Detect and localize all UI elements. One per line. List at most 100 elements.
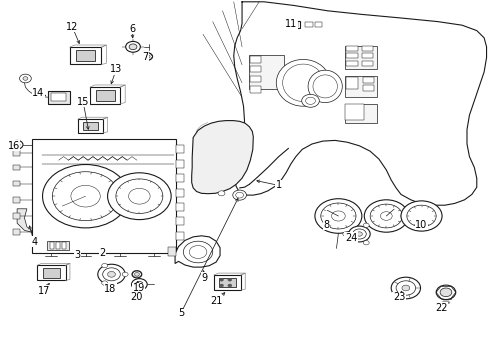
Bar: [345, 46, 376, 69]
Bar: [13, 165, 20, 170]
Circle shape: [132, 271, 142, 278]
Circle shape: [435, 285, 455, 300]
Bar: [175, 174, 184, 182]
Text: 10: 10: [414, 220, 427, 230]
Circle shape: [219, 278, 223, 281]
Circle shape: [363, 240, 368, 245]
Text: 12: 12: [66, 22, 79, 32]
Bar: [345, 104, 363, 121]
Bar: [78, 119, 103, 133]
Circle shape: [102, 281, 107, 285]
Bar: [13, 213, 20, 219]
Text: 9: 9: [201, 273, 207, 283]
Circle shape: [390, 277, 420, 299]
Bar: [76, 50, 95, 61]
Bar: [362, 62, 372, 66]
Ellipse shape: [282, 64, 323, 102]
Bar: [51, 93, 66, 101]
Circle shape: [356, 232, 362, 236]
Bar: [50, 242, 54, 249]
Circle shape: [232, 190, 246, 200]
Text: 19: 19: [132, 283, 145, 293]
Circle shape: [134, 273, 139, 276]
Bar: [61, 242, 65, 249]
Bar: [175, 145, 184, 153]
Bar: [249, 86, 260, 93]
Text: 24: 24: [344, 233, 357, 243]
Text: 23: 23: [392, 292, 405, 302]
Circle shape: [380, 212, 391, 220]
Text: 2: 2: [100, 248, 105, 258]
Text: 20: 20: [130, 292, 143, 302]
Bar: [346, 54, 357, 58]
Circle shape: [11, 140, 23, 149]
Circle shape: [227, 278, 231, 281]
Ellipse shape: [307, 70, 342, 103]
Bar: [305, 22, 312, 27]
Bar: [346, 62, 357, 66]
Circle shape: [98, 264, 125, 284]
Text: 21: 21: [210, 296, 223, 306]
Circle shape: [138, 283, 141, 285]
Circle shape: [189, 246, 206, 258]
Circle shape: [71, 185, 100, 207]
Text: 22: 22: [434, 303, 447, 313]
Text: 14: 14: [32, 87, 44, 98]
Circle shape: [401, 285, 409, 291]
Bar: [249, 55, 283, 89]
Circle shape: [395, 281, 415, 295]
Circle shape: [14, 143, 20, 147]
Text: 5: 5: [178, 308, 183, 318]
Text: 4: 4: [31, 237, 37, 247]
Circle shape: [218, 191, 224, 196]
Bar: [56, 242, 60, 249]
Text: 18: 18: [104, 284, 117, 294]
Polygon shape: [17, 209, 32, 232]
Ellipse shape: [312, 75, 337, 98]
Bar: [69, 47, 102, 64]
Circle shape: [342, 232, 348, 236]
Circle shape: [314, 199, 361, 233]
Circle shape: [102, 268, 120, 281]
Bar: [175, 217, 184, 225]
Circle shape: [331, 211, 345, 221]
Bar: [214, 275, 240, 290]
Circle shape: [107, 173, 171, 220]
Circle shape: [135, 282, 143, 287]
Text: 17: 17: [38, 286, 50, 296]
Bar: [346, 77, 357, 89]
Bar: [175, 189, 184, 197]
Circle shape: [301, 94, 319, 107]
Circle shape: [131, 279, 147, 290]
Bar: [362, 54, 372, 58]
Circle shape: [20, 74, 31, 83]
Circle shape: [23, 77, 28, 80]
Bar: [219, 278, 235, 287]
Circle shape: [348, 226, 369, 242]
Bar: [362, 85, 373, 91]
Bar: [175, 160, 184, 168]
Bar: [249, 56, 260, 63]
Circle shape: [363, 223, 368, 228]
Bar: [345, 76, 376, 97]
Circle shape: [128, 188, 150, 204]
Circle shape: [42, 165, 128, 228]
Circle shape: [145, 55, 150, 58]
Circle shape: [439, 288, 451, 297]
Text: 16: 16: [7, 141, 20, 151]
Bar: [175, 232, 184, 240]
Circle shape: [183, 241, 212, 263]
Bar: [288, 22, 298, 27]
Bar: [362, 46, 372, 51]
Bar: [249, 76, 260, 82]
Circle shape: [364, 200, 407, 232]
Text: 3: 3: [74, 249, 80, 260]
Bar: [48, 91, 70, 104]
Polygon shape: [191, 121, 253, 194]
Bar: [90, 87, 120, 104]
Bar: [37, 265, 65, 280]
Circle shape: [369, 204, 402, 228]
Bar: [249, 66, 260, 72]
Bar: [13, 197, 20, 203]
Bar: [82, 122, 98, 130]
